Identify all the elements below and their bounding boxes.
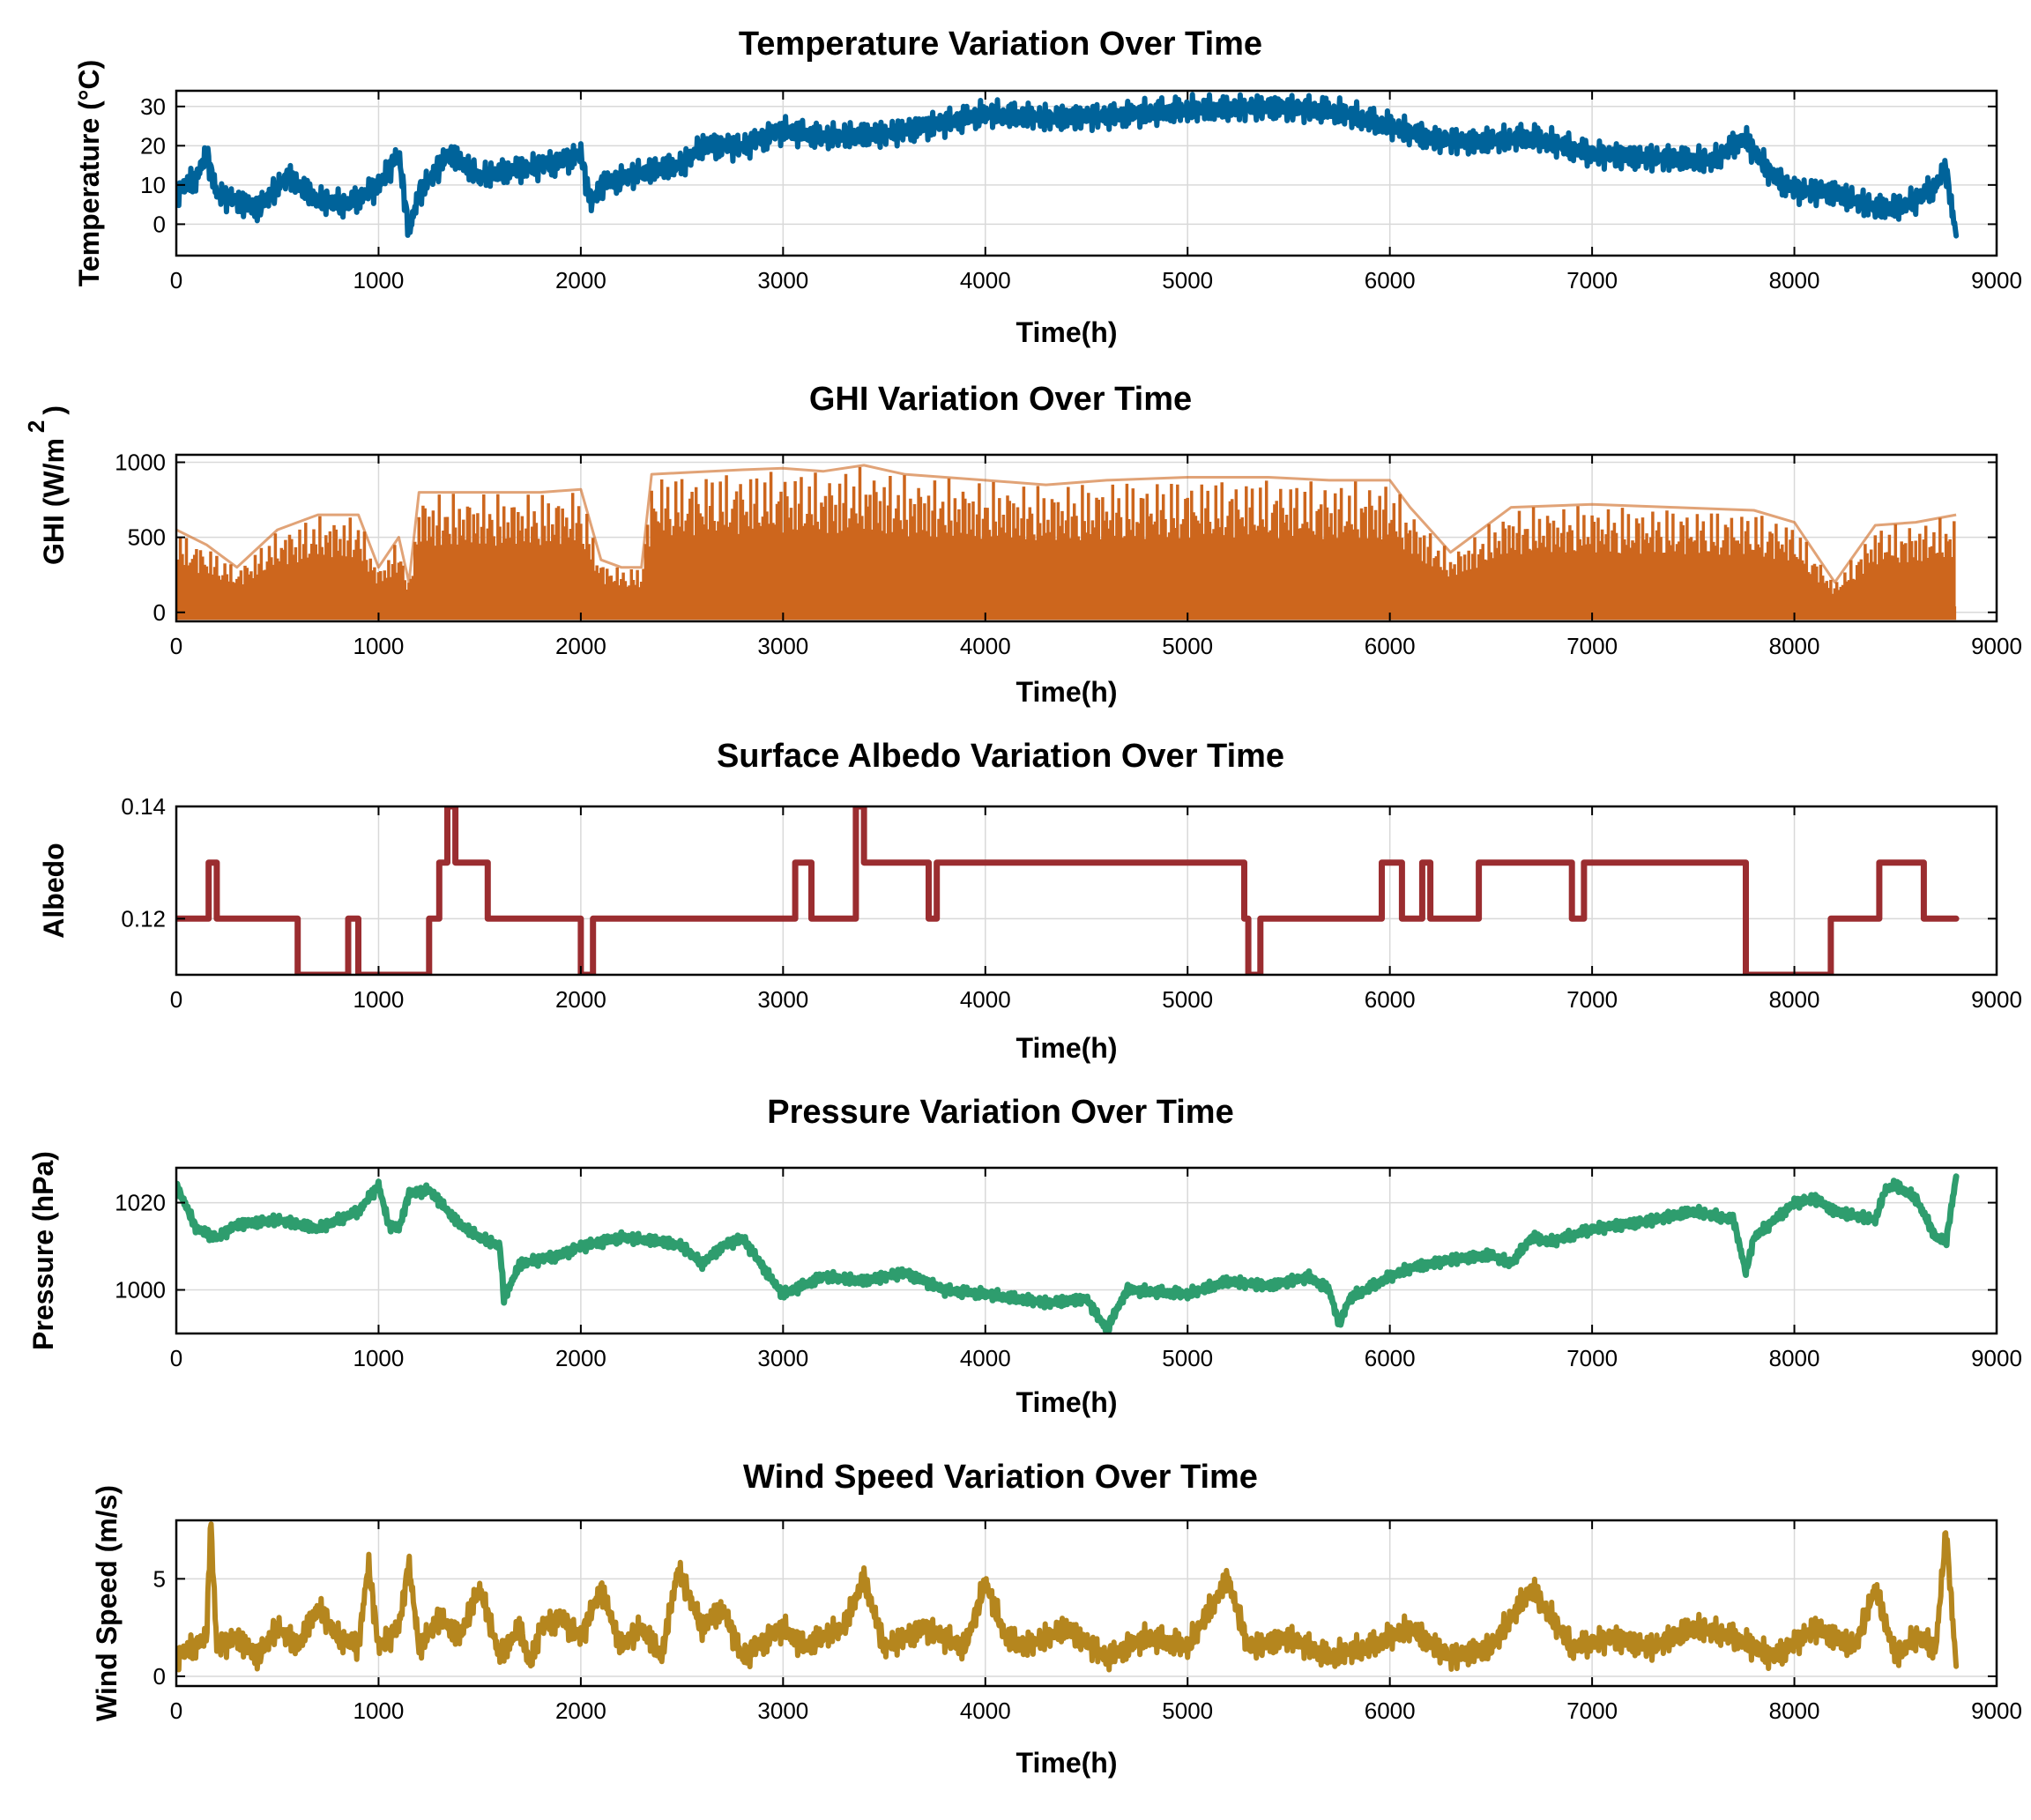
albedo-xlabel: Time(h) — [1016, 1032, 1118, 1064]
albedo-xtick-label: 6000 — [1365, 986, 1416, 1013]
temperature-xtick-label: 6000 — [1365, 267, 1416, 293]
ghi-ytick-label: 1000 — [115, 449, 166, 476]
pressure-title: Pressure Variation Over Time — [767, 1094, 1233, 1131]
temperature-xlabel: Time(h) — [1016, 316, 1118, 348]
ghi-ylabel-main: GHI (W/m — [38, 438, 70, 565]
albedo-series-line — [176, 806, 1960, 975]
temperature-xtick-label: 4000 — [960, 267, 1011, 293]
ghi-xtick-label: 3000 — [757, 633, 808, 659]
wind-xtick-label: 6000 — [1365, 1697, 1416, 1724]
ghi-ytick-label: 0 — [153, 599, 166, 626]
albedo-xtick-label: 8000 — [1769, 986, 1820, 1013]
temperature-xtick-label: 7000 — [1566, 267, 1618, 293]
albedo-panel: 0 1000 2000 3000 4000 5000 6000 7000 8000 9000 0.1… — [38, 738, 2022, 1064]
wind-xtick-label: 3000 — [757, 1697, 808, 1724]
albedo-xtick-label: 9000 — [1971, 986, 2022, 1013]
ghi-xlabel: Time(h) — [1016, 676, 1118, 708]
albedo-xtick-label: 3000 — [757, 986, 808, 1013]
ghi-xtick-label: 7000 — [1566, 633, 1618, 659]
albedo-ytick-label: 0.12 — [121, 905, 166, 932]
albedo-title: Surface Albedo Variation Over Time — [717, 738, 1284, 775]
ghi-xtick-label: 8000 — [1769, 633, 1820, 659]
pressure-ytick-label: 1020 — [115, 1190, 166, 1216]
ghi-ytick-label: 500 — [128, 524, 166, 551]
pressure-xtick-label: 2000 — [555, 1345, 606, 1371]
ghi-series-bars — [176, 467, 1956, 613]
wind-xlabel: Time(h) — [1016, 1747, 1118, 1779]
ghi-ylabel: GHI (W/m 2) — [23, 405, 70, 565]
ghi-xtick-label: 0 — [170, 633, 182, 659]
temperature-panel: 0 1000 2000 3000 4000 5000 6000 7000 8000 9000 0 10… — [73, 26, 2022, 348]
ghi-series-envelope — [176, 464, 1957, 584]
albedo-ytick-label: 0.14 — [121, 793, 166, 820]
albedo-axes-frame — [175, 805, 1998, 977]
albedo-xtick-label: 0 — [170, 986, 182, 1013]
wind-series-line — [176, 1521, 1960, 1673]
temperature-ytick-label: 20 — [140, 132, 166, 159]
temperature-ytick-label: 10 — [140, 172, 166, 198]
wind-xtick-label: 1000 — [353, 1697, 405, 1724]
pressure-axes-frame — [175, 1166, 1998, 1335]
temperature-xtick-label: 1000 — [353, 267, 405, 293]
albedo-xtick-label: 5000 — [1162, 986, 1213, 1013]
wind-xtick-label: 5000 — [1162, 1697, 1213, 1724]
ghi-series-base — [176, 605, 1957, 620]
ghi-title: GHI Variation Over Time — [809, 381, 1192, 418]
pressure-xlabel: Time(h) — [1016, 1386, 1118, 1418]
ghi-panel: 0 1000 2000 3000 4000 5000 6000 7000 8000 9000 0 50… — [23, 381, 2022, 708]
wind-ytick-label: 0 — [153, 1663, 166, 1690]
pressure-xtick-label: 1000 — [353, 1345, 405, 1371]
wind-panel: 0 1000 2000 3000 4000 5000 6000 7000 8000 9000 0 5 W… — [91, 1459, 2022, 1779]
ghi-xtick-label: 4000 — [960, 633, 1011, 659]
pressure-xtick-label: 7000 — [1566, 1345, 1618, 1371]
pressure-xtick-label: 4000 — [960, 1345, 1011, 1371]
ghi-ylabel-suffix: ) — [38, 405, 70, 415]
pressure-xtick-label: 6000 — [1365, 1345, 1416, 1371]
temperature-ytick-label: 0 — [153, 211, 166, 237]
ghi-xtick-label: 9000 — [1971, 633, 2022, 659]
pressure-xtick-label: 9000 — [1971, 1345, 2022, 1371]
temperature-xtick-label: 9000 — [1971, 267, 2022, 293]
pressure-xtick-label: 5000 — [1162, 1345, 1213, 1371]
albedo-xtick-label: 7000 — [1566, 986, 1618, 1013]
wind-xtick-label: 7000 — [1566, 1697, 1618, 1724]
wind-xtick-label: 9000 — [1971, 1697, 2022, 1724]
wind-xtick-label: 2000 — [555, 1697, 606, 1724]
pressure-series-line — [176, 1173, 1960, 1333]
wind-xtick-label: 8000 — [1769, 1697, 1820, 1724]
pressure-ylabel: Pressure (hPa) — [27, 1151, 59, 1350]
albedo-xtick-label: 4000 — [960, 986, 1011, 1013]
albedo-ylabel: Albedo — [38, 843, 70, 938]
wind-xtick-label: 0 — [170, 1697, 182, 1724]
temperature-series-line — [176, 92, 1960, 239]
temperature-title: Temperature Variation Over Time — [739, 26, 1262, 63]
wind-ytick-label: 5 — [153, 1565, 166, 1592]
pressure-xtick-label: 3000 — [757, 1345, 808, 1371]
albedo-xtick-label: 1000 — [353, 986, 405, 1013]
temperature-xtick-label: 3000 — [757, 267, 808, 293]
temperature-xtick-label: 8000 — [1769, 267, 1820, 293]
wind-axes-frame — [175, 1519, 1998, 1688]
pressure-panel: 0 1000 2000 3000 4000 5000 6000 7000 8000 9000 100… — [27, 1094, 2022, 1418]
pressure-ytick-label: 1000 — [115, 1277, 166, 1304]
temperature-xtick-label: 0 — [170, 267, 182, 293]
wind-xtick-label: 4000 — [960, 1697, 1011, 1724]
temperature-axes-frame — [175, 89, 1998, 257]
pressure-xtick-label: 0 — [170, 1345, 182, 1371]
ghi-xtick-label: 5000 — [1162, 633, 1213, 659]
pressure-xtick-label: 8000 — [1769, 1345, 1820, 1371]
ghi-xtick-label: 1000 — [353, 633, 405, 659]
wind-ylabel: Wind Speed (m/s) — [91, 1485, 123, 1721]
temperature-ylabel: Temperature (°C) — [73, 60, 105, 287]
temperature-xtick-label: 5000 — [1162, 267, 1213, 293]
ghi-ylabel-superscript: 2 — [23, 420, 49, 433]
wind-title: Wind Speed Variation Over Time — [743, 1459, 1258, 1496]
ghi-xtick-label: 6000 — [1365, 633, 1416, 659]
albedo-xtick-label: 2000 — [555, 986, 606, 1013]
ghi-xtick-label: 2000 — [555, 633, 606, 659]
temperature-ytick-label: 30 — [140, 93, 166, 120]
temperature-xtick-label: 2000 — [555, 267, 606, 293]
